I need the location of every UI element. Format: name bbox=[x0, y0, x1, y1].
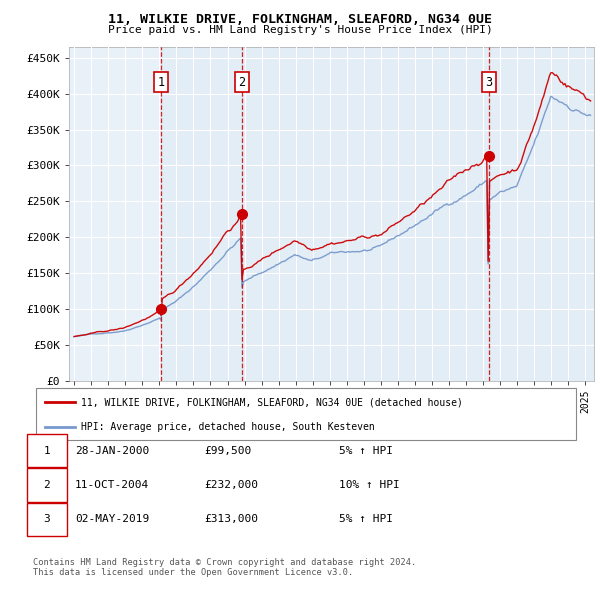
Text: 10% ↑ HPI: 10% ↑ HPI bbox=[339, 480, 400, 490]
Text: £99,500: £99,500 bbox=[204, 446, 251, 455]
Text: 5% ↑ HPI: 5% ↑ HPI bbox=[339, 446, 393, 455]
Text: 3: 3 bbox=[43, 514, 50, 524]
Text: 1: 1 bbox=[157, 76, 164, 88]
Text: 2: 2 bbox=[43, 480, 50, 490]
Bar bbox=[242, 47, 489, 381]
Text: 02-MAY-2019: 02-MAY-2019 bbox=[75, 514, 149, 524]
Text: 11, WILKIE DRIVE, FOLKINGHAM, SLEAFORD, NG34 0UE (detached house): 11, WILKIE DRIVE, FOLKINGHAM, SLEAFORD, … bbox=[81, 397, 463, 407]
Text: HPI: Average price, detached house, South Kesteven: HPI: Average price, detached house, Sout… bbox=[81, 422, 375, 431]
Text: 5% ↑ HPI: 5% ↑ HPI bbox=[339, 514, 393, 524]
Bar bbox=[489, 47, 594, 381]
Text: 11-OCT-2004: 11-OCT-2004 bbox=[75, 480, 149, 490]
Text: Price paid vs. HM Land Registry's House Price Index (HPI): Price paid vs. HM Land Registry's House … bbox=[107, 25, 493, 35]
Text: 2: 2 bbox=[238, 76, 245, 88]
Text: Contains HM Land Registry data © Crown copyright and database right 2024.
This d: Contains HM Land Registry data © Crown c… bbox=[33, 558, 416, 577]
Text: 28-JAN-2000: 28-JAN-2000 bbox=[75, 446, 149, 455]
Text: 3: 3 bbox=[485, 76, 493, 88]
Text: 11, WILKIE DRIVE, FOLKINGHAM, SLEAFORD, NG34 0UE: 11, WILKIE DRIVE, FOLKINGHAM, SLEAFORD, … bbox=[108, 13, 492, 26]
Text: £313,000: £313,000 bbox=[204, 514, 258, 524]
Text: £232,000: £232,000 bbox=[204, 480, 258, 490]
Bar bbox=[161, 47, 242, 381]
Text: 1: 1 bbox=[43, 446, 50, 455]
